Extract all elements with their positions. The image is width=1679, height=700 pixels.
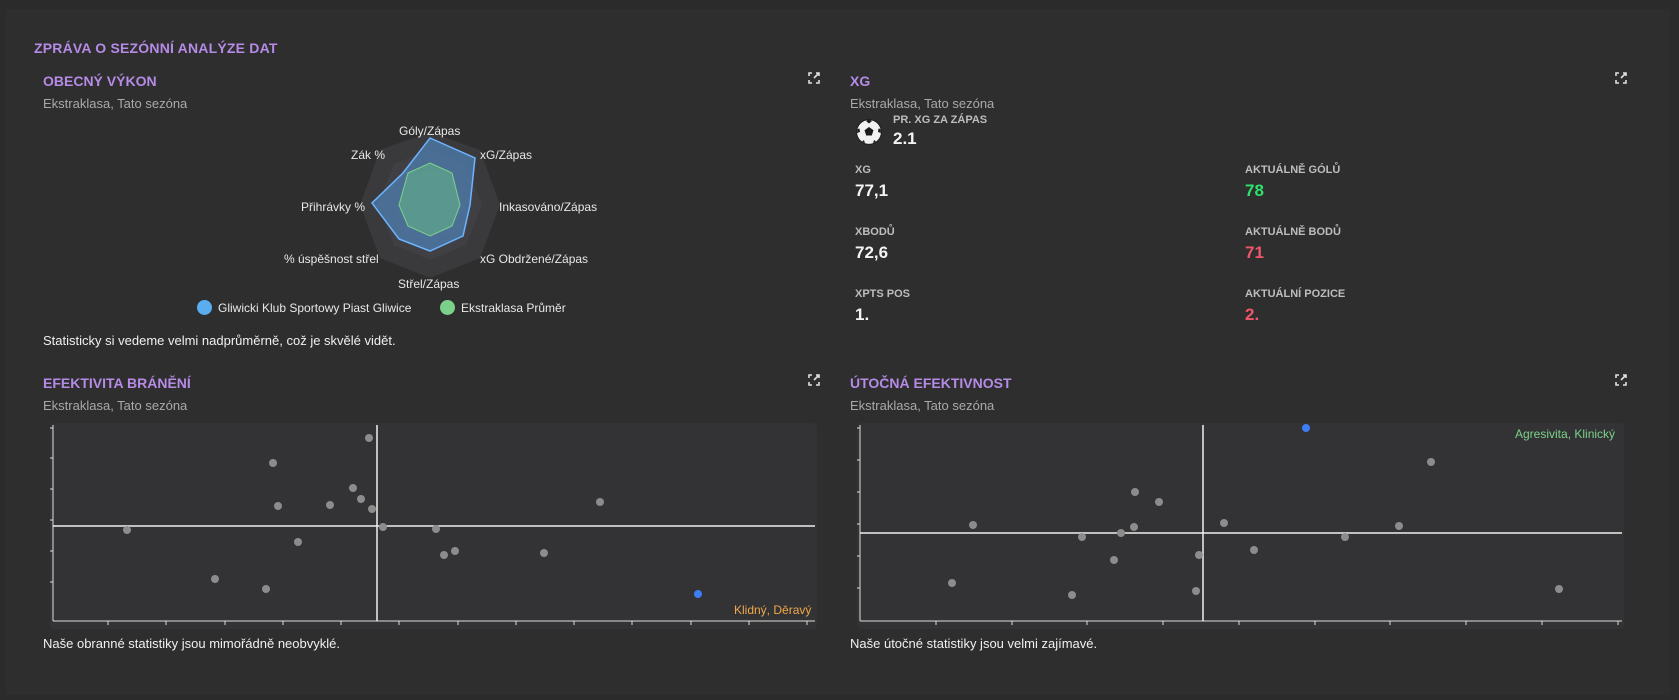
legend-label: Ekstraklasa Průměr xyxy=(461,300,566,315)
attack-scatter-area xyxy=(857,423,1624,629)
radar-axis-label: xG/Zápas xyxy=(480,148,533,162)
radar-chart xyxy=(360,132,500,278)
attack-efficiency-panel: ÚTOČNÁ EFEKTIVNOST Ekstraklasa, Tato sez… xyxy=(850,373,1630,675)
report-title: ZPRÁVA O SEZÓNNÍ ANALÝZE DAT xyxy=(34,40,278,56)
panel-subtitle: Ekstraklasa, Tato sezóna xyxy=(850,398,995,413)
radar-axis-label: Přihrávky % xyxy=(301,200,366,214)
stat-value: 77,1 xyxy=(855,181,889,200)
panel-title: OBECNÝ VÝKON xyxy=(43,73,157,89)
stat-label: XBODŮ xyxy=(855,226,895,238)
stat-label: AKTUÁLNĚ BODŮ xyxy=(1245,226,1341,238)
legend-dot-icon xyxy=(197,300,212,315)
panel-subtitle: Ekstraklasa, Tato sezóna xyxy=(43,398,188,413)
expand-icon[interactable] xyxy=(1614,373,1628,387)
attack-quadrant-label: Agresivita, Klinický xyxy=(1515,427,1616,441)
radar-series-league xyxy=(398,162,461,237)
defense-quadrant-label: Klidný, Děravý xyxy=(734,603,812,617)
attack-scatter-plot xyxy=(857,424,1622,625)
defense-scatter-plot xyxy=(50,425,815,625)
xg-per-match-label: PR. XG ZA ZÁPAS xyxy=(893,114,988,126)
football-icon xyxy=(855,118,883,146)
legend-dot-icon xyxy=(440,300,455,315)
legend-label: Gliwicki Klub Sportowy Piast Gliwice xyxy=(218,300,412,315)
stat-value: 1. xyxy=(855,305,870,324)
team-point xyxy=(1302,424,1310,432)
legend-item-team[interactable]: Gliwicki Klub Sportowy Piast Gliwice xyxy=(197,300,411,315)
xg-per-match-value: 2,1 xyxy=(893,129,917,144)
expand-icon[interactable] xyxy=(807,71,821,85)
team-point xyxy=(694,590,702,598)
expand-icon[interactable] xyxy=(1614,71,1628,85)
radar-axis-label: Střel/Zápas xyxy=(398,277,460,291)
stat-value: 72,6 xyxy=(855,243,889,262)
panel-title: ÚTOČNÁ EFEKTIVNOST xyxy=(850,375,1012,391)
stat-label: XG xyxy=(855,164,871,176)
panel-title: EFEKTIVITA BRÁNĚNÍ xyxy=(43,375,191,391)
radar-axis-label: Inkasováno/Zápas xyxy=(499,200,598,214)
stat-label: AKTUÁLNĚ GÓLŮ xyxy=(1245,164,1341,176)
stat-label: AKTUÁLNÍ POZICE xyxy=(1245,288,1346,300)
panel-title: XG xyxy=(850,73,871,89)
defense-description: Naše obranné statistiky jsou mimořádně n… xyxy=(43,636,340,651)
legend-item-league[interactable]: Ekstraklasa Průměr xyxy=(440,300,566,315)
radar-axis-label: Zák % xyxy=(351,148,386,162)
radar-axis-label: % úspěšnost střel xyxy=(284,252,379,266)
radar-axis-label: xG Obdržené/Zápas xyxy=(480,252,589,266)
stat-value: 78 xyxy=(1245,181,1264,200)
attack-description: Naše útočné statistiky jsou velmi zajíma… xyxy=(850,636,1098,651)
radar-axis-label: Góly/Zápas xyxy=(399,124,461,138)
stat-value: 2. xyxy=(1245,305,1260,324)
xg-per-match-clip: 2,1 xyxy=(893,129,973,144)
stat-label: XPTS POS xyxy=(855,288,911,300)
general-performance-panel: OBECNÝ VÝKON Ekstraklasa, Tato sezóna xyxy=(43,71,823,353)
defense-efficiency-panel: EFEKTIVITA BRÁNĚNÍ Ekstraklasa, Tato sez… xyxy=(43,373,823,675)
stat-value: 71 xyxy=(1245,243,1264,262)
expand-icon[interactable] xyxy=(807,373,821,387)
xg-panel: XG Ekstraklasa, Tato sezóna xyxy=(850,71,1630,353)
panel-subtitle: Ekstraklasa, Tato sezóna xyxy=(43,96,188,111)
general-description: Statisticky si vedeme velmi nadprůměrně,… xyxy=(43,333,396,348)
panel-subtitle: Ekstraklasa, Tato sezóna xyxy=(850,96,995,111)
